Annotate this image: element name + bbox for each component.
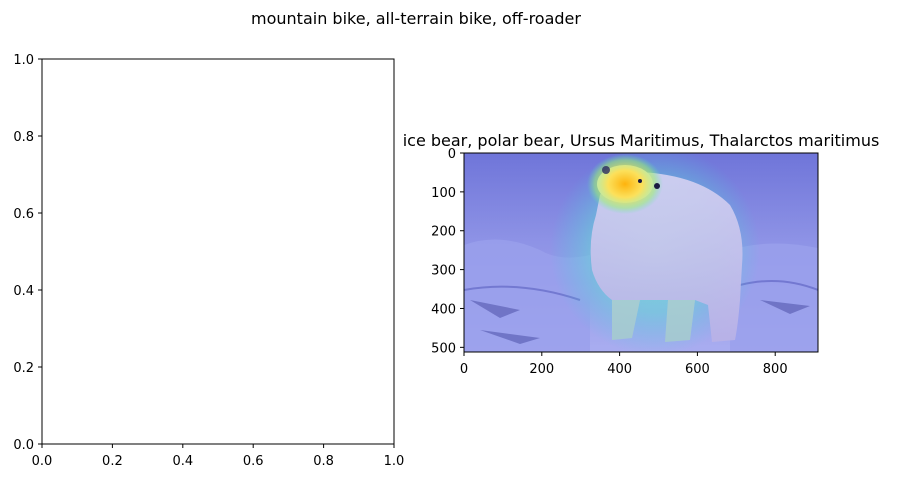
right-x-tick-label: 400 xyxy=(607,362,632,377)
left-x-tick-label: 0.0 xyxy=(32,454,53,469)
left-y-tick-label: 0.4 xyxy=(13,284,34,299)
left-x-tick-label: 1.0 xyxy=(384,454,405,469)
right-x-ticks: 0 200 400 600 800 xyxy=(460,352,788,377)
right-y-tick-label: 0 xyxy=(448,147,456,162)
left-axes-frame xyxy=(41,58,395,445)
right-x-tick-label: 800 xyxy=(763,362,788,377)
left-x-ticks: 0.0 0.2 0.4 0.6 0.8 1.0 xyxy=(32,444,405,469)
left-x-tick-label: 0.6 xyxy=(243,454,264,469)
right-x-tick-label: 0 xyxy=(460,362,468,377)
left-x-tick-label: 0.2 xyxy=(102,454,123,469)
right-y-tick-label: 400 xyxy=(431,302,456,317)
right-x-tick-label: 600 xyxy=(685,362,710,377)
bear-nose xyxy=(654,183,660,189)
bear-legs-shade xyxy=(612,300,695,342)
left-y-tick-label: 1.0 xyxy=(13,53,34,68)
right-subplot: ice bear, polar bear, Ursus Maritimus, T… xyxy=(403,131,880,377)
right-y-tick-label: 100 xyxy=(431,186,456,201)
bear-body xyxy=(590,171,743,342)
left-y-ticks: 0.0 0.2 0.4 0.6 0.8 1.0 xyxy=(13,53,42,453)
right-y-tick-label: 200 xyxy=(431,225,456,240)
heatmap-image xyxy=(464,153,818,352)
left-x-tick-label: 0.8 xyxy=(313,454,334,469)
right-y-tick-label: 300 xyxy=(431,264,456,279)
right-x-tick-label: 200 xyxy=(529,362,554,377)
bear-eye xyxy=(638,179,642,183)
left-y-tick-label: 0.0 xyxy=(13,438,34,453)
left-y-tick-label: 0.8 xyxy=(13,130,34,145)
figure-suptitle: mountain bike, all-terrain bike, off-roa… xyxy=(251,9,581,28)
right-axes-frame xyxy=(463,152,819,353)
left-x-tick-label: 0.4 xyxy=(172,454,193,469)
right-y-tick-label: 500 xyxy=(431,341,456,356)
snow-dark-patches xyxy=(470,300,810,344)
right-y-ticks: 0 100 200 300 400 500 xyxy=(431,147,464,356)
head-activation xyxy=(587,154,663,214)
left-subplot: 0.0 0.2 0.4 0.6 0.8 1.0 0.0 0.2 0.4 0.6 0.8 1.0 xyxy=(13,53,404,469)
heatmap-title: ice bear, polar bear, Ursus Maritimus, T… xyxy=(403,131,880,150)
left-y-tick-label: 0.6 xyxy=(13,207,34,222)
bear-ear xyxy=(602,166,610,174)
left-y-tick-label: 0.2 xyxy=(13,361,34,376)
